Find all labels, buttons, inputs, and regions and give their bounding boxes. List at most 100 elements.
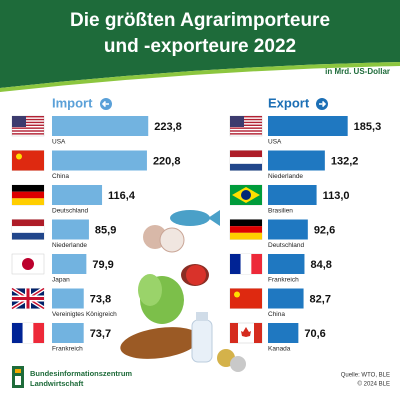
header-band bbox=[0, 0, 400, 88]
stripe bbox=[12, 121, 44, 124]
stripe bbox=[12, 198, 44, 205]
stripe bbox=[230, 116, 262, 118]
title-line: Die größten Agrarimporteure bbox=[70, 10, 330, 31]
stripe bbox=[230, 150, 262, 158]
copyright: © 2024 BLE bbox=[358, 381, 390, 388]
bar bbox=[52, 219, 89, 240]
star bbox=[16, 153, 22, 160]
category-label: Deutschland bbox=[268, 242, 305, 249]
stripe bbox=[12, 219, 44, 227]
bar bbox=[268, 150, 325, 171]
bar bbox=[52, 288, 84, 309]
bar bbox=[268, 116, 348, 136]
value-label: 73,8 bbox=[90, 293, 111, 305]
stripe bbox=[12, 185, 44, 192]
category-label: Frankreich bbox=[268, 277, 299, 284]
panel-title: Import bbox=[52, 95, 93, 110]
bar bbox=[268, 185, 317, 205]
flag bbox=[10, 286, 46, 311]
stripe bbox=[12, 118, 44, 121]
bar bbox=[268, 254, 305, 274]
value-label: 84,8 bbox=[310, 259, 331, 271]
category-label: Kanada bbox=[268, 346, 291, 353]
stripe bbox=[230, 121, 262, 124]
stripe bbox=[230, 219, 262, 227]
category-label: Niederlande bbox=[52, 242, 87, 249]
category-label: Deutschland bbox=[52, 208, 89, 215]
stripe bbox=[230, 133, 262, 135]
flag bbox=[229, 322, 263, 344]
import-icon bbox=[100, 98, 112, 110]
value-label: 116,4 bbox=[108, 190, 136, 202]
band bbox=[230, 323, 238, 343]
stripe bbox=[230, 226, 262, 233]
stripe bbox=[230, 232, 262, 240]
category-label: China bbox=[268, 311, 285, 318]
leaf bbox=[241, 327, 251, 337]
field bbox=[12, 150, 44, 171]
flag bbox=[229, 288, 263, 309]
food-illustration bbox=[120, 210, 246, 372]
export-icon bbox=[316, 98, 328, 110]
disc bbox=[22, 258, 34, 270]
value-label: 92,6 bbox=[314, 224, 335, 236]
stripe bbox=[230, 118, 262, 121]
flag bbox=[11, 184, 45, 206]
stripe bbox=[230, 130, 262, 132]
title-line: und -exporteure 2022 bbox=[104, 36, 296, 57]
value-label: 223,8 bbox=[154, 121, 182, 133]
category-label: Vereinigtes Königreich bbox=[52, 311, 117, 318]
field bbox=[230, 288, 262, 309]
bar bbox=[268, 323, 299, 343]
bar bbox=[268, 219, 308, 240]
stripe bbox=[12, 232, 44, 240]
bar bbox=[52, 323, 84, 343]
flag bbox=[11, 253, 45, 275]
stripe bbox=[230, 254, 241, 274]
bar bbox=[52, 116, 149, 136]
stripe bbox=[12, 323, 23, 343]
flag bbox=[229, 253, 263, 275]
category-label: Japan bbox=[52, 277, 70, 284]
flag bbox=[229, 219, 263, 240]
source: Quelle: WTO, BLE bbox=[341, 373, 390, 379]
stripe bbox=[230, 127, 262, 129]
stripe bbox=[12, 116, 44, 118]
flag bbox=[229, 150, 263, 171]
stripe bbox=[12, 124, 44, 126]
value-label: 70,6 bbox=[304, 328, 325, 340]
publisher-line: Landwirtschaft bbox=[30, 379, 84, 388]
stripe bbox=[12, 130, 44, 132]
stripe bbox=[12, 226, 44, 233]
flag bbox=[11, 115, 45, 137]
value-label: 132,2 bbox=[331, 155, 359, 167]
cross bbox=[12, 288, 44, 309]
publisher-logo bbox=[12, 366, 24, 388]
stripe bbox=[230, 157, 262, 164]
value-label: 185,3 bbox=[354, 121, 382, 133]
stripe bbox=[12, 133, 44, 135]
category-label: Brasilien bbox=[268, 208, 293, 215]
category-label: China bbox=[52, 173, 69, 180]
header-accent bbox=[0, 62, 400, 92]
value-label: 85,9 bbox=[95, 224, 116, 236]
bar bbox=[52, 150, 147, 171]
stripe bbox=[12, 191, 44, 199]
flag bbox=[11, 150, 45, 171]
unit-label: in Mrd. US-Dollar bbox=[325, 67, 390, 76]
star bbox=[234, 291, 240, 298]
value-label: 220,8 bbox=[153, 155, 181, 167]
canton bbox=[12, 116, 26, 127]
value-label: 113,0 bbox=[323, 190, 350, 202]
stripe bbox=[251, 254, 262, 274]
stripe bbox=[22, 323, 34, 343]
stripe bbox=[240, 254, 252, 274]
category-label: USA bbox=[268, 139, 282, 146]
canton bbox=[230, 116, 244, 127]
stripe bbox=[230, 163, 262, 171]
stripe bbox=[33, 323, 44, 343]
publisher-line: Bundesinformationszentrum bbox=[30, 369, 132, 378]
category-label: Frankreich bbox=[52, 346, 83, 353]
category-label: USA bbox=[52, 139, 66, 146]
